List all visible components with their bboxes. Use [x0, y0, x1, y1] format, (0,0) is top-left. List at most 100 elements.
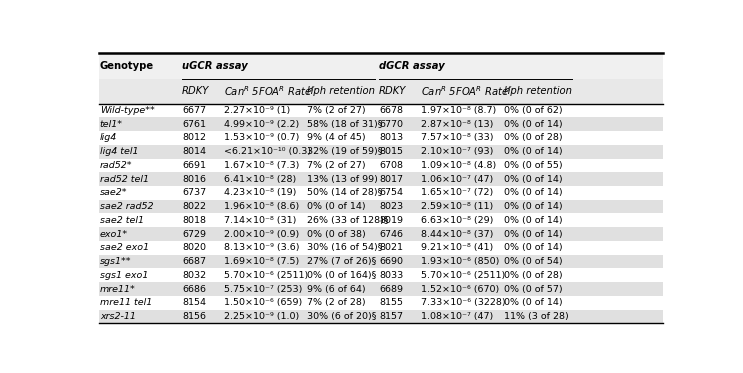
Text: 11% (3 of 28): 11% (3 of 28)	[504, 312, 568, 321]
Text: 0% (0 of 62): 0% (0 of 62)	[504, 106, 562, 115]
Text: 0% (0 of 54): 0% (0 of 54)	[504, 257, 562, 266]
Text: 9% (6 of 64): 9% (6 of 64)	[307, 285, 366, 294]
Text: RDKY: RDKY	[379, 87, 406, 97]
Text: Can$^R$ 5FOA$^R$ Rate$^f$: Can$^R$ 5FOA$^R$ Rate$^f$	[224, 85, 316, 98]
Text: 6770: 6770	[379, 120, 403, 129]
Text: 8156: 8156	[182, 312, 206, 321]
Text: 0% (0 of 14): 0% (0 of 14)	[504, 175, 562, 184]
Text: RDKY: RDKY	[182, 87, 210, 97]
FancyBboxPatch shape	[99, 255, 663, 269]
FancyBboxPatch shape	[99, 172, 663, 186]
FancyBboxPatch shape	[99, 117, 663, 131]
Text: rad52 tel1: rad52 tel1	[100, 175, 149, 184]
Text: 6754: 6754	[379, 188, 403, 197]
Text: 1.93×10⁻⁶ (850): 1.93×10⁻⁶ (850)	[421, 257, 499, 266]
Text: 6686: 6686	[182, 285, 206, 294]
Text: 5.70×10⁻⁶ (2511): 5.70×10⁻⁶ (2511)	[421, 271, 505, 280]
Text: 6678: 6678	[379, 106, 403, 115]
Text: 0% (0 of 28): 0% (0 of 28)	[504, 134, 562, 142]
FancyBboxPatch shape	[99, 310, 663, 323]
Text: lig4: lig4	[100, 134, 117, 142]
Text: 7% (2 of 27): 7% (2 of 27)	[307, 106, 366, 115]
Text: 0% (0 of 14): 0% (0 of 14)	[504, 120, 562, 129]
Text: 8157: 8157	[379, 312, 403, 321]
Text: 2.25×10⁻⁹ (1.0): 2.25×10⁻⁹ (1.0)	[224, 312, 299, 321]
Text: 1.96×10⁻⁸ (8.6): 1.96×10⁻⁸ (8.6)	[224, 202, 299, 211]
Text: 1.06×10⁻⁷ (47): 1.06×10⁻⁷ (47)	[421, 175, 493, 184]
Text: uGCR assay: uGCR assay	[182, 61, 248, 71]
FancyBboxPatch shape	[99, 200, 663, 213]
Text: 8014: 8014	[182, 147, 206, 156]
Text: 0% (0 of 14): 0% (0 of 14)	[504, 188, 562, 197]
Text: 0% (0 of 57): 0% (0 of 57)	[504, 285, 562, 294]
Text: 9% (4 of 45): 9% (4 of 45)	[307, 134, 366, 142]
Text: 1.53×10⁻⁹ (0.7): 1.53×10⁻⁹ (0.7)	[224, 134, 299, 142]
Text: 0% (0 of 55): 0% (0 of 55)	[504, 161, 562, 170]
Text: 8021: 8021	[379, 243, 403, 252]
Text: 7% (2 of 27): 7% (2 of 27)	[307, 161, 366, 170]
FancyBboxPatch shape	[99, 282, 663, 296]
Text: 8023: 8023	[379, 202, 403, 211]
Text: 0% (0 of 14): 0% (0 of 14)	[504, 243, 562, 252]
Text: 2.87×10⁻⁸ (13): 2.87×10⁻⁸ (13)	[421, 120, 493, 129]
Text: 26% (33 of 128)§: 26% (33 of 128)§	[307, 216, 389, 225]
Text: 6708: 6708	[379, 161, 403, 170]
Text: 4.23×10⁻⁸ (19): 4.23×10⁻⁸ (19)	[224, 188, 296, 197]
Text: 1.97×10⁻⁸ (8.7): 1.97×10⁻⁸ (8.7)	[421, 106, 496, 115]
Text: 8155: 8155	[379, 298, 403, 307]
Text: 2.27×10⁻⁹ (1): 2.27×10⁻⁹ (1)	[224, 106, 291, 115]
Text: 4.99×10⁻⁹ (2.2): 4.99×10⁻⁹ (2.2)	[224, 120, 299, 129]
Text: hph retention: hph retention	[307, 87, 375, 97]
Text: sgs1 exo1: sgs1 exo1	[100, 271, 148, 280]
Text: 6.41×10⁻⁸ (28): 6.41×10⁻⁸ (28)	[224, 175, 296, 184]
FancyBboxPatch shape	[99, 53, 663, 79]
Text: Wild-type**: Wild-type**	[100, 106, 155, 115]
Text: 8012: 8012	[182, 134, 206, 142]
Text: 13% (13 of 99): 13% (13 of 99)	[307, 175, 378, 184]
Text: 50% (14 of 28)§: 50% (14 of 28)§	[307, 188, 383, 197]
Text: exo1*: exo1*	[100, 230, 128, 239]
Text: 30% (16 of 54)§: 30% (16 of 54)§	[307, 243, 383, 252]
Text: 8032: 8032	[182, 271, 207, 280]
Text: 6737: 6737	[182, 188, 207, 197]
Text: 0% (0 of 28): 0% (0 of 28)	[504, 271, 562, 280]
Text: 6689: 6689	[379, 285, 403, 294]
Text: 1.67×10⁻⁸ (7.3): 1.67×10⁻⁸ (7.3)	[224, 161, 299, 170]
Text: hph retention: hph retention	[504, 87, 572, 97]
Text: mre11*: mre11*	[100, 285, 135, 294]
Text: 27% (7 of 26)§: 27% (7 of 26)§	[307, 257, 377, 266]
Text: 1.50×10⁻⁶ (659): 1.50×10⁻⁶ (659)	[224, 298, 302, 307]
Text: dGCR assay: dGCR assay	[379, 61, 445, 71]
Text: 9.21×10⁻⁸ (41): 9.21×10⁻⁸ (41)	[421, 243, 493, 252]
Text: 6691: 6691	[182, 161, 206, 170]
Text: 1.65×10⁻⁷ (72): 1.65×10⁻⁷ (72)	[421, 188, 493, 197]
Text: sae2 exo1: sae2 exo1	[100, 243, 149, 252]
Text: 32% (19 of 59)§: 32% (19 of 59)§	[307, 147, 383, 156]
Text: 5.75×10⁻⁷ (253): 5.75×10⁻⁷ (253)	[224, 285, 302, 294]
Text: sgs1**: sgs1**	[100, 257, 132, 266]
Text: 2.00×10⁻⁹ (0.9): 2.00×10⁻⁹ (0.9)	[224, 230, 299, 239]
Text: 8.13×10⁻⁹ (3.6): 8.13×10⁻⁹ (3.6)	[224, 243, 299, 252]
Text: 1.08×10⁻⁷ (47): 1.08×10⁻⁷ (47)	[421, 312, 493, 321]
Text: 8019: 8019	[379, 216, 403, 225]
Text: 58% (18 of 31)§: 58% (18 of 31)§	[307, 120, 383, 129]
Text: 0% (0 of 14): 0% (0 of 14)	[504, 230, 562, 239]
Text: 6690: 6690	[379, 257, 403, 266]
Text: 0% (0 of 164)§: 0% (0 of 164)§	[307, 271, 377, 280]
Text: 0% (0 of 14): 0% (0 of 14)	[307, 202, 366, 211]
Text: rad52*: rad52*	[100, 161, 132, 170]
Text: lig4 tel1: lig4 tel1	[100, 147, 138, 156]
FancyBboxPatch shape	[99, 145, 663, 159]
FancyBboxPatch shape	[99, 227, 663, 241]
Text: 7.14×10⁻⁸ (31): 7.14×10⁻⁸ (31)	[224, 216, 296, 225]
Text: xrs2-11: xrs2-11	[100, 312, 136, 321]
Text: sae2*: sae2*	[100, 188, 127, 197]
Text: 8016: 8016	[182, 175, 206, 184]
Text: 8017: 8017	[379, 175, 403, 184]
Text: Can$^R$ 5FOA$^R$ Rate$^f$: Can$^R$ 5FOA$^R$ Rate$^f$	[421, 85, 513, 98]
Text: 8022: 8022	[182, 202, 206, 211]
Text: 0% (0 of 14): 0% (0 of 14)	[504, 202, 562, 211]
Text: 6729: 6729	[182, 230, 206, 239]
Text: 8154: 8154	[182, 298, 206, 307]
Text: 6687: 6687	[182, 257, 206, 266]
